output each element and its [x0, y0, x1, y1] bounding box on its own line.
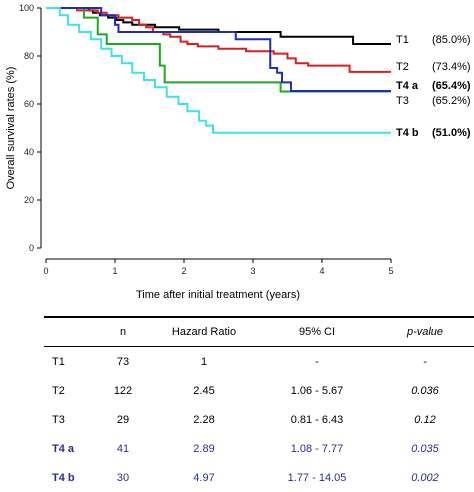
- legend-name-t2: T2: [396, 61, 409, 73]
- x-tick-label: 5: [388, 266, 393, 276]
- survival-chart: 0 20 40 60 80 100 0 1 2 3 4 5 T1 (85.0%) T2 (73.4%) T4 …: [0, 0, 474, 305]
- cell-ci: 1.06 - 5.67: [258, 376, 376, 405]
- cell-n: 73: [96, 347, 150, 377]
- cell-ci: 1.08 - 7.77: [258, 434, 376, 463]
- y-axis-title: Overall survival rates (%): [5, 67, 17, 190]
- cell-p-value: 0.002: [376, 463, 474, 492]
- legend-value-t4a: (65.4%): [432, 80, 471, 92]
- cell-n: 41: [96, 434, 150, 463]
- chart-legend: T1 (85.0%) T2 (73.4%) T4 a (65.4%) T3 (65.2%) T4…: [396, 34, 471, 139]
- cell-hazard-ratio: 2.45: [150, 376, 258, 405]
- x-tick-label: 0: [43, 266, 48, 276]
- cell-p-value: -: [376, 347, 474, 377]
- chart-axes: 0 20 40 60 80 100 0 1 2 3 4 5: [19, 3, 394, 276]
- cell-hazard-ratio: 2.89: [150, 434, 258, 463]
- legend-name-t4a: T4 a: [396, 80, 419, 92]
- header-p-value: p-value: [376, 317, 474, 347]
- y-tick-label: 80: [24, 51, 34, 61]
- cell-n: 122: [96, 376, 150, 405]
- legend-value-t4b: (51.0%): [432, 127, 471, 139]
- cell-n: 29: [96, 405, 150, 434]
- cell-ci: 1.77 - 14.05: [258, 463, 376, 492]
- header-label: [44, 317, 96, 347]
- cell-ci: 0.81 - 6.43: [258, 405, 376, 434]
- x-tick-label: 3: [250, 266, 255, 276]
- header-hazard-ratio: Hazard Ratio: [150, 317, 258, 347]
- legend-name-t3: T3: [396, 95, 409, 107]
- cell-p-value: 0.036: [376, 376, 474, 405]
- y-tick-label: 0: [29, 243, 34, 253]
- chart-curves: [46, 8, 391, 133]
- row-label: T4 a: [44, 434, 96, 463]
- cell-n: 30: [96, 463, 150, 492]
- y-tick-label: 60: [24, 99, 34, 109]
- legend-value-t2: (73.4%): [432, 61, 471, 73]
- cell-hazard-ratio: 4.97: [150, 463, 258, 492]
- row-label: T2: [44, 376, 96, 405]
- x-tick-label: 2: [181, 266, 186, 276]
- header-ci: 95% CI: [258, 317, 376, 347]
- header-n: n: [96, 317, 150, 347]
- legend-value-t3: (65.2%): [432, 95, 471, 107]
- row-label: T1: [44, 347, 96, 377]
- y-tick-label: 40: [24, 147, 34, 157]
- y-tick-label: 20: [24, 195, 34, 205]
- x-tick-label: 1: [112, 266, 117, 276]
- y-tick-label: 100: [19, 3, 34, 13]
- x-axis-title: Time after initial treatment (years): [136, 289, 300, 301]
- legend-name-t1: T1: [396, 34, 409, 46]
- row-label: T3: [44, 405, 96, 434]
- cell-ci: -: [258, 347, 376, 377]
- cell-p-value: 0.12: [376, 405, 474, 434]
- cell-hazard-ratio: 2.28: [150, 405, 258, 434]
- row-label: T4 b: [44, 463, 96, 492]
- cell-hazard-ratio: 1: [150, 347, 258, 377]
- cell-p-value: 0.035: [376, 434, 474, 463]
- x-tick-label: 4: [319, 266, 324, 276]
- legend-value-t1: (85.0%): [432, 34, 471, 46]
- legend-name-t4b: T4 b: [396, 127, 419, 139]
- table-header-row: n Hazard Ratio 95% CI p-value: [44, 317, 474, 347]
